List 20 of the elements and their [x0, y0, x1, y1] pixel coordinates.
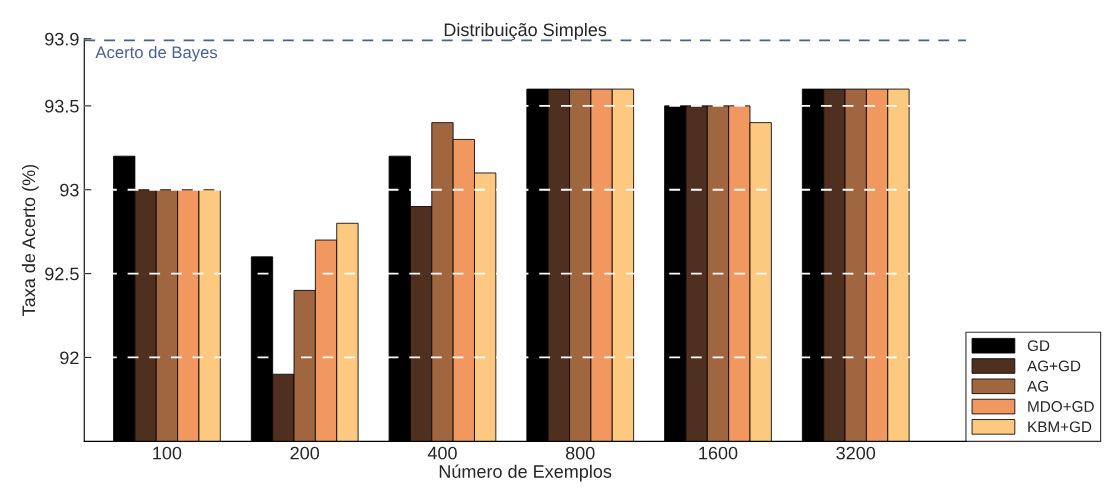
legend-label: AG	[1027, 380, 1048, 392]
legend-label: GD	[1027, 340, 1050, 352]
y-axis-title: Taxa de Acerto (%)	[21, 164, 39, 316]
legend-label: MDO+GD	[1028, 401, 1094, 412]
x-tick-label: 200	[290, 446, 320, 460]
x-tick-label: 400	[427, 446, 457, 460]
y-tick-label: 93.5	[45, 99, 79, 113]
y-tick-label: 93	[60, 183, 79, 197]
legend-label: AG+GD	[1027, 360, 1081, 372]
x-tick-label: 1600	[699, 446, 738, 460]
x-tick-label: 100	[153, 446, 182, 460]
chart-title: Distribuição Simples	[444, 22, 607, 40]
ref-line-label: Acerto de Bayes	[95, 46, 218, 62]
y-tick-label: 93.9	[45, 32, 79, 46]
x-tick-label: 3200	[836, 446, 876, 460]
y-tick-label: 92.5	[45, 267, 79, 281]
y-tick-label: 92	[60, 351, 79, 365]
legend-label: KBM+GD	[1028, 421, 1092, 433]
x-tick-label: 800	[565, 446, 595, 460]
x-axis-title: Número de Exemplos	[439, 464, 612, 482]
